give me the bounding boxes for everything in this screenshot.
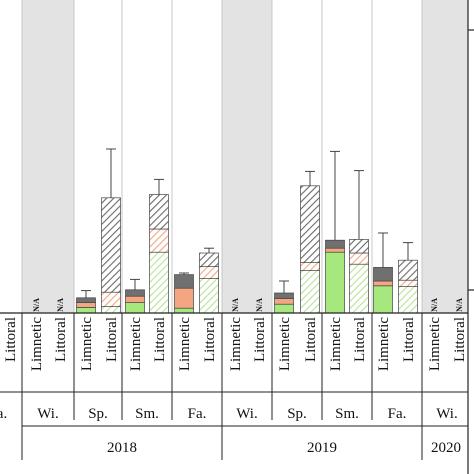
season-label: Sm. <box>135 406 159 422</box>
bar-segment-hatched <box>149 194 169 230</box>
bar-segment-green <box>373 285 393 314</box>
winter-panel <box>22 0 74 313</box>
habitat-tick-label: Limnetic <box>29 317 45 371</box>
na-label: N/A <box>255 298 264 312</box>
habitat-tick-label: Littoral <box>452 317 468 362</box>
habitat-tick-label: Limnetic <box>128 317 144 371</box>
bar-segment-orange <box>125 295 145 303</box>
bar-segment-orange <box>349 252 369 265</box>
bar-segment-orange <box>325 247 345 253</box>
bar-segment-green <box>349 263 369 314</box>
bar-segment-gray <box>174 274 194 289</box>
bar-segment-orange <box>199 266 219 279</box>
bar-segment-green <box>101 306 121 314</box>
bar-segment-green <box>398 286 418 314</box>
bar-segment-orange <box>274 298 294 305</box>
na-label: N/A <box>56 298 65 312</box>
habitat-tick-label: Littoral <box>352 317 368 362</box>
bar-segment-orange <box>398 279 418 287</box>
year-label: 2020 <box>431 440 461 456</box>
habitat-tick-label: Limnetic <box>228 317 244 371</box>
bar-segment-green <box>149 251 169 314</box>
bar-segment-hatched <box>300 185 320 263</box>
habitat-tick-label: Littoral <box>53 317 69 362</box>
na-label: N/A <box>32 298 41 312</box>
bar-segment-green <box>300 270 320 314</box>
bar-segment-gray <box>373 267 393 282</box>
bars: N/A N/A N/A N/A N/A N/A <box>32 148 464 314</box>
bar-segment-orange <box>174 287 194 309</box>
bar-segment-orange <box>101 291 121 307</box>
bar-segment-gray <box>325 239 345 249</box>
bar-segment-orange <box>149 228 169 253</box>
habitat-tick-label: Littoral <box>3 317 19 362</box>
bar-segment-green <box>125 302 145 314</box>
na-label: N/A <box>231 298 240 312</box>
bar-segment-hatched <box>349 239 369 254</box>
season-label: Sm. <box>335 406 359 422</box>
habitat-tick-label: Littoral <box>202 317 218 362</box>
winter-shading <box>21 0 468 313</box>
na-label: N/A <box>430 298 439 312</box>
bar-segment-gray <box>274 292 294 299</box>
season-label: Wi. <box>436 406 457 422</box>
habitat-tick-label: Littoral <box>401 317 417 362</box>
bar-segment-orange <box>300 262 320 271</box>
bar-segment-orange <box>373 280 393 287</box>
bar-segment-orange <box>76 302 96 308</box>
bar-segment-green <box>199 278 219 314</box>
habitat-tick-label: Littoral <box>303 317 319 362</box>
bar-segment-hatched <box>101 197 121 293</box>
axis-labels: Limnetic Littoral Limnetic Littoral Limnetic… <box>0 313 468 460</box>
season-label: Fa. <box>388 406 407 422</box>
habitat-tick-label: Limnetic <box>427 317 443 371</box>
season-label: Fa. <box>188 406 207 422</box>
habitat-tick-label: Limnetic <box>328 317 344 371</box>
bar-segment-hatched <box>199 252 219 267</box>
habitat-tick-label: Limnetic <box>277 317 293 371</box>
bar-segment-gray <box>125 289 145 297</box>
bar-segment-green <box>274 303 294 314</box>
season-label: Sp. <box>287 406 307 422</box>
bar-segment-green <box>174 307 194 314</box>
season-label: Wi. <box>236 406 257 422</box>
winter-panel <box>222 0 272 313</box>
bar-segment-gray <box>76 297 96 303</box>
bar-segment-green <box>76 307 96 314</box>
na-label: N/A <box>455 298 464 312</box>
season-label: a. <box>0 406 7 422</box>
season-label: Sp. <box>88 406 108 422</box>
habitat-tick-label: Limnetic <box>177 317 193 371</box>
habitat-tick-label: Littoral <box>152 317 168 362</box>
habitat-tick-label: Littoral <box>252 317 268 362</box>
habitat-tick-label: Limnetic <box>376 317 392 371</box>
bar-segment-hatched <box>398 259 418 281</box>
year-label: 2019 <box>307 440 337 456</box>
habitat-tick-label: Littoral <box>104 317 120 362</box>
year-label: 2018 <box>107 440 137 456</box>
season-label: Wi. <box>37 406 58 422</box>
winter-panel <box>422 0 468 313</box>
habitat-tick-label: Limnetic <box>79 317 95 371</box>
bar-segment-green <box>325 251 345 314</box>
